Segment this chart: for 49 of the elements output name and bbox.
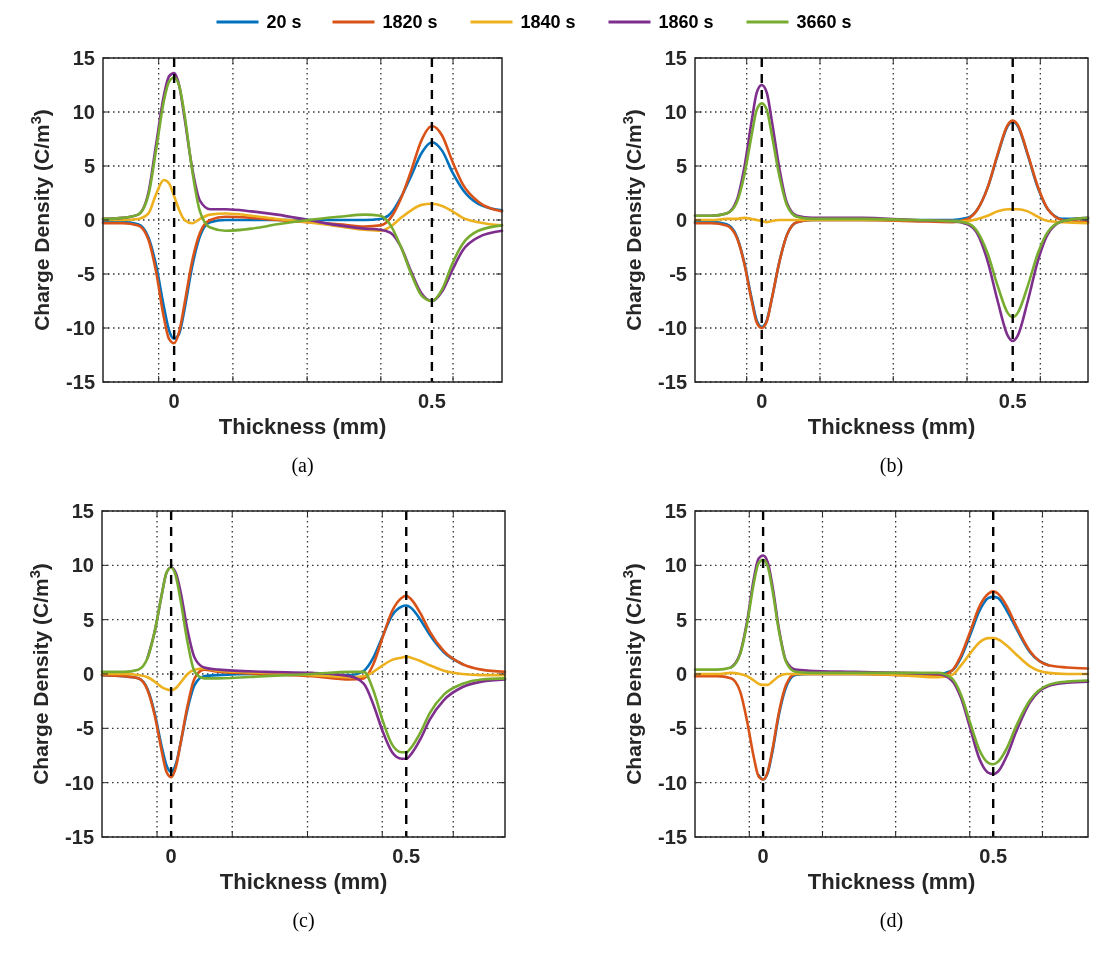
y-tick-label: 15	[664, 500, 687, 522]
y-tick-label: 0	[675, 663, 687, 685]
ref-line-label: 0	[165, 845, 177, 867]
y-tick-label: -15	[66, 371, 95, 393]
y-tick-label: 15	[71, 500, 94, 522]
y-tick-label: 10	[71, 554, 94, 577]
y-tick-label: 0	[675, 209, 687, 231]
ref-line-label: 0	[757, 845, 769, 867]
ref-line-label: 0.5	[979, 845, 1008, 867]
y-tick-label: 15	[664, 47, 687, 69]
ref-line-label: 0.5	[392, 845, 421, 867]
y-tick-label: 15	[72, 47, 95, 69]
y-tick-label: 10	[664, 554, 687, 577]
y-tick-label: 5	[675, 155, 687, 177]
y-tick-label: 10	[72, 101, 95, 123]
y-tick-label: -5	[76, 717, 94, 740]
y-tick-label: -10	[658, 317, 687, 339]
ref-line-label: 0.5	[998, 390, 1027, 412]
y-tick-label: -15	[65, 826, 94, 848]
y-tick-label: -10	[65, 771, 94, 794]
legend-label: 3660 s	[796, 12, 852, 33]
legend-label: 1820 s	[382, 12, 438, 33]
y-tick-label: 10	[664, 101, 687, 123]
legend-label: 1840 s	[520, 12, 576, 33]
x-axis-title: Thickness (mm)	[218, 414, 387, 439]
text: (d)	[879, 909, 904, 932]
text: (a)	[291, 454, 314, 477]
y-tick-label: -5	[669, 717, 687, 740]
y-tick-label: -10	[658, 771, 687, 794]
y-tick-label: -15	[658, 371, 687, 393]
legend-label: 20 s	[266, 12, 302, 33]
legend-label: 1860 s	[658, 12, 714, 33]
y-tick-label: -10	[66, 317, 95, 339]
y-tick-label: 5	[83, 155, 95, 177]
y-tick-label: -15	[658, 826, 687, 848]
y-tick-label: 0	[82, 663, 94, 685]
x-axis-title: Thickness (mm)	[807, 414, 976, 439]
ref-line-label: 0	[168, 390, 180, 412]
x-axis-title: Thickness (mm)	[807, 869, 976, 894]
text: (c)	[292, 909, 315, 932]
ref-line-label: 0.5	[417, 390, 446, 412]
y-tick-label: 5	[675, 608, 687, 631]
y-tick-label: 0	[83, 209, 95, 231]
x-axis-title: Thickness (mm)	[219, 869, 388, 894]
y-tick-label: -5	[77, 263, 95, 285]
ref-line-label: 0	[756, 390, 768, 412]
y-tick-label: -5	[669, 263, 687, 285]
text: (b)	[879, 454, 904, 477]
y-tick-label: 5	[82, 608, 94, 631]
